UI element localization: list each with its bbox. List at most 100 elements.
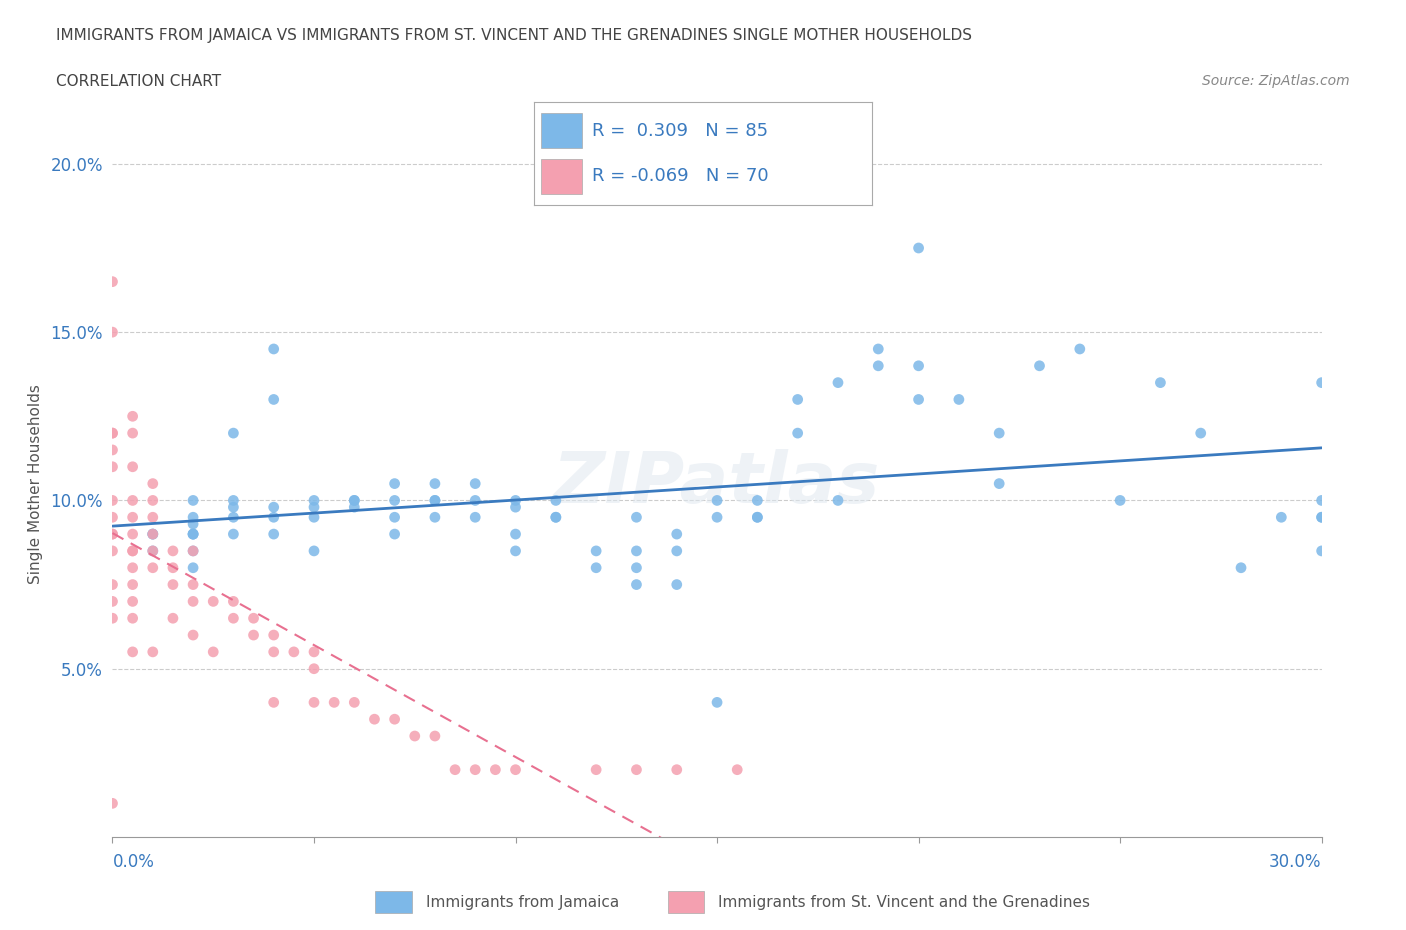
Point (202, 644, 225, 659)
Point (222, 611, 245, 626)
Point (242, 628, 264, 643)
Point (1310, 510, 1333, 525)
Point (706, 510, 728, 525)
Point (665, 763, 688, 777)
Point (505, 763, 527, 777)
Text: ZIPatlas: ZIPatlas (554, 449, 880, 518)
Point (505, 543, 527, 558)
Point (544, 493, 567, 508)
Text: 30.0%: 30.0% (1270, 853, 1322, 870)
Point (423, 476, 446, 491)
Point (1270, 510, 1292, 525)
Point (101, 611, 124, 626)
Point (363, 711, 385, 726)
Point (142, 543, 165, 558)
Point (263, 510, 285, 525)
Point (263, 392, 285, 407)
Point (121, 578, 143, 592)
Point (505, 499, 527, 514)
Point (302, 695, 325, 710)
Point (665, 526, 688, 541)
Point (101, 426, 124, 441)
Text: R = -0.069   N = 70: R = -0.069 N = 70 (592, 167, 768, 185)
Point (1028, 358, 1050, 373)
Point (585, 560, 607, 575)
Point (464, 493, 486, 508)
Point (464, 510, 486, 525)
Text: Immigrants from St. Vincent and the Grenadines: Immigrants from St. Vincent and the Gren… (718, 895, 1090, 910)
Point (121, 493, 143, 508)
Point (423, 728, 446, 743)
Point (302, 644, 325, 659)
Point (222, 526, 245, 541)
Point (706, 493, 728, 508)
Point (162, 560, 184, 575)
Point (121, 426, 143, 441)
Point (505, 526, 527, 541)
Point (585, 763, 607, 777)
Point (181, 493, 204, 508)
Point (907, 358, 929, 373)
Point (181, 578, 204, 592)
Point (121, 560, 143, 575)
Point (142, 526, 165, 541)
Point (1149, 375, 1171, 390)
Point (263, 644, 285, 659)
Point (868, 358, 890, 373)
Point (142, 493, 165, 508)
Point (302, 499, 325, 514)
Point (343, 695, 366, 710)
Point (101, 594, 124, 609)
Point (1109, 493, 1132, 508)
Point (505, 493, 527, 508)
Point (1310, 493, 1333, 508)
Point (222, 594, 245, 609)
Point (827, 375, 849, 390)
Point (725, 763, 748, 777)
Point (786, 426, 808, 441)
Point (263, 628, 285, 643)
Point (101, 796, 124, 811)
Point (222, 493, 245, 508)
Point (423, 493, 446, 508)
Point (343, 493, 366, 508)
Point (263, 695, 285, 710)
Point (544, 510, 567, 525)
Point (302, 661, 325, 676)
Point (384, 493, 406, 508)
Point (162, 543, 184, 558)
FancyBboxPatch shape (375, 891, 412, 913)
Point (121, 409, 143, 424)
Point (181, 628, 204, 643)
Point (142, 510, 165, 525)
FancyBboxPatch shape (541, 158, 582, 194)
Point (626, 578, 648, 592)
Point (423, 493, 446, 508)
Point (302, 543, 325, 558)
Point (181, 526, 204, 541)
Point (181, 543, 204, 558)
Text: Immigrants from Jamaica: Immigrants from Jamaica (426, 895, 619, 910)
Point (747, 510, 769, 525)
Point (706, 695, 728, 710)
Point (626, 763, 648, 777)
Point (343, 493, 366, 508)
Point (222, 426, 245, 441)
Point (181, 594, 204, 609)
Point (121, 594, 143, 609)
Point (101, 443, 124, 458)
Point (384, 711, 406, 726)
Point (464, 476, 486, 491)
Point (283, 644, 305, 659)
Point (101, 274, 124, 289)
Point (121, 459, 143, 474)
Point (121, 543, 143, 558)
Point (747, 510, 769, 525)
Point (101, 459, 124, 474)
Point (665, 543, 688, 558)
Text: 0.0%: 0.0% (112, 853, 155, 870)
Point (384, 476, 406, 491)
Point (181, 510, 204, 525)
Point (121, 526, 143, 541)
Point (544, 510, 567, 525)
